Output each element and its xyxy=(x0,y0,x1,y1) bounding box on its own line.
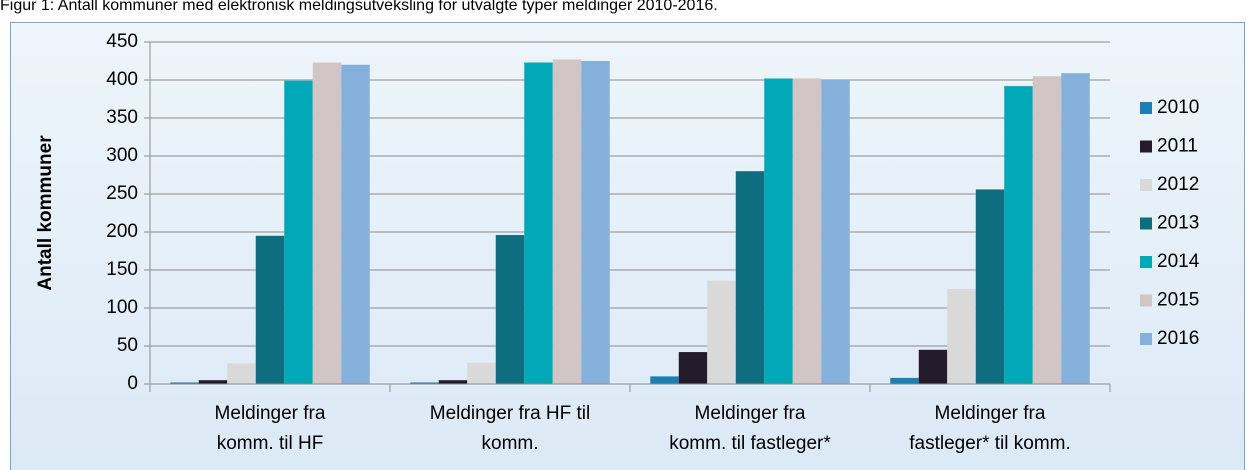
x-tick-label: Meldinger fra xyxy=(935,403,1046,424)
y-tick-label: 250 xyxy=(106,183,138,204)
bar xyxy=(524,62,553,385)
y-axis-label: Antall kommuner xyxy=(35,135,56,291)
legend-label: 2016 xyxy=(1157,328,1199,349)
legend-label: 2014 xyxy=(1157,251,1200,272)
bar xyxy=(170,382,199,384)
legend-swatch xyxy=(1140,179,1152,191)
bar xyxy=(707,280,736,384)
bar xyxy=(552,59,582,384)
x-tick-label: komm. til fastleger* xyxy=(669,433,831,454)
bar xyxy=(284,80,313,384)
y-tick-label: 350 xyxy=(106,107,138,128)
bar xyxy=(792,78,822,384)
bar xyxy=(918,349,948,384)
legend-swatch xyxy=(1140,294,1152,307)
legend-label: 2010 xyxy=(1157,97,1199,118)
bar xyxy=(227,363,256,384)
y-tick-label: 300 xyxy=(106,145,138,166)
x-tick-label: Meldinger fra xyxy=(695,403,806,424)
y-tick-label: 200 xyxy=(106,221,138,242)
y-tick-label: 400 xyxy=(106,69,138,90)
x-tick-label: fastleger* til komm. xyxy=(909,433,1071,454)
legend-label: 2015 xyxy=(1157,290,1199,311)
bar xyxy=(438,380,468,384)
bar xyxy=(1004,86,1033,384)
legend-swatch xyxy=(1140,256,1152,268)
bar xyxy=(341,64,370,385)
legend-swatch xyxy=(1140,102,1152,114)
bar xyxy=(581,61,610,384)
y-tick-label: 450 xyxy=(106,31,138,52)
bar xyxy=(650,376,679,384)
y-tick-label: 0 xyxy=(127,373,138,394)
bar xyxy=(467,362,496,384)
x-tick-label: komm. xyxy=(482,433,539,454)
bar xyxy=(1061,73,1090,384)
x-tick-label: komm. til HF xyxy=(217,433,324,454)
bar xyxy=(1032,76,1062,384)
x-tick-label: Meldinger fra xyxy=(215,403,326,424)
legend-swatch xyxy=(1140,217,1152,230)
bar xyxy=(198,380,228,384)
y-tick-label: 50 xyxy=(117,335,138,356)
bar xyxy=(821,80,850,384)
bar xyxy=(890,377,919,384)
bar xyxy=(255,235,285,384)
bar xyxy=(947,289,976,384)
bar xyxy=(678,352,708,384)
bar xyxy=(975,189,1005,384)
legend-label: 2013 xyxy=(1157,213,1199,234)
chart-title: Figur 1: Antall kommuner med elektronisk… xyxy=(0,0,718,14)
legend-swatch xyxy=(1140,140,1152,153)
legend-label: 2011 xyxy=(1157,136,1198,157)
legend-label: 2012 xyxy=(1157,174,1199,195)
bar xyxy=(735,171,765,384)
y-tick-label: 100 xyxy=(106,297,138,318)
legend-swatch xyxy=(1140,333,1152,345)
bar xyxy=(495,235,525,384)
bar xyxy=(764,78,793,384)
bar xyxy=(410,382,439,384)
bar xyxy=(312,62,342,385)
x-tick-label: Meldinger fra HF til xyxy=(430,403,591,424)
y-tick-label: 150 xyxy=(106,259,138,280)
